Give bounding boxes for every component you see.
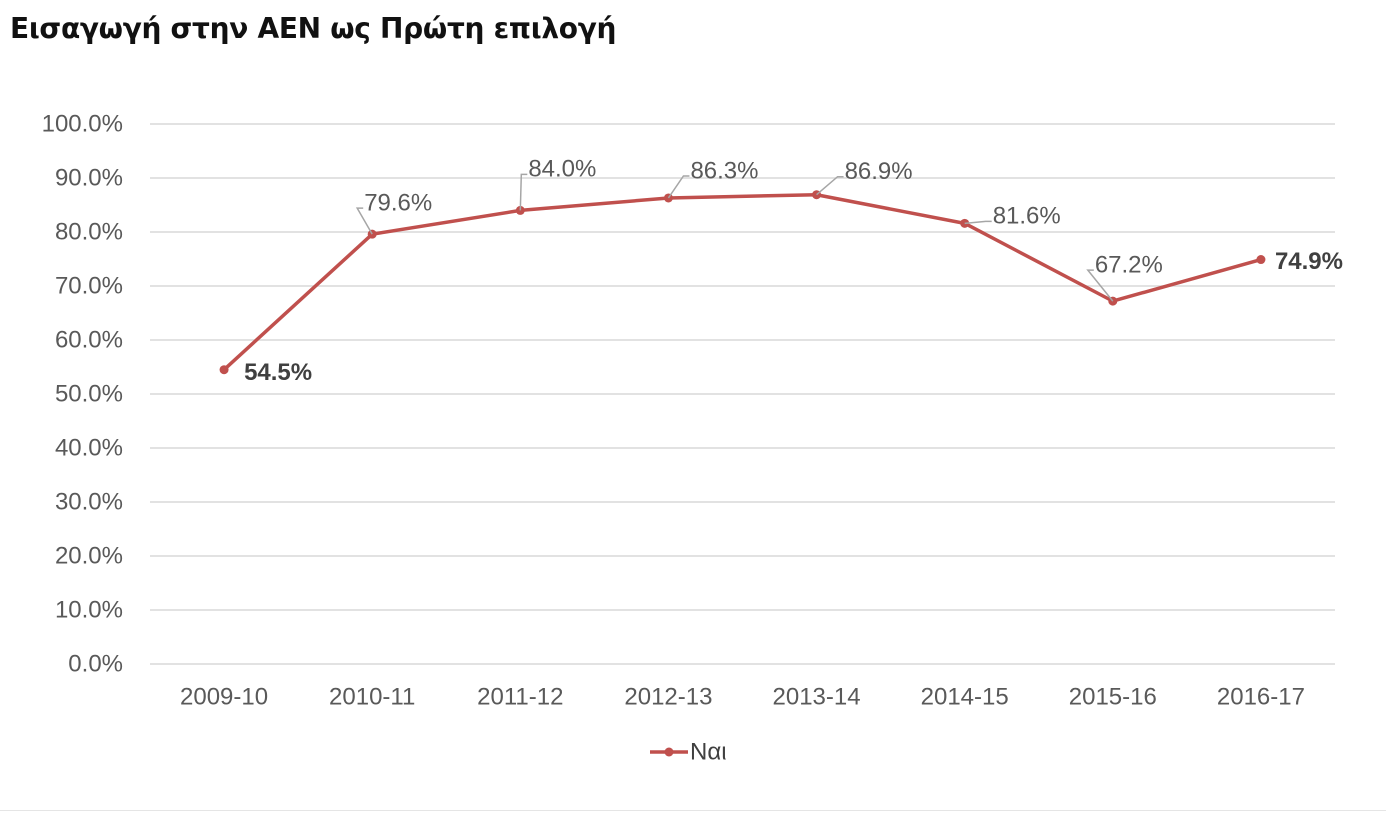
y-tick-label: 100.0% xyxy=(42,110,123,137)
label-leader-line xyxy=(519,173,528,211)
x-tick-label: 2010-11 xyxy=(329,683,415,710)
y-tick-label: 50.0% xyxy=(55,380,123,407)
x-axis-ticks: 2009-10 2010-11 2011-12 2012-13 2013-14 2014-… xyxy=(180,683,1305,710)
data-label: 86.9% xyxy=(845,158,913,185)
x-tick-label: 2012-13 xyxy=(624,683,712,710)
label-leader-line xyxy=(964,220,992,225)
y-axis-ticks: 0.0% 10.0% 20.0% 30.0% 40.0% 50.0% 60.0% 70.0% 8… xyxy=(42,110,123,677)
data-labels: 54.5% 79.6% 84.0% 86.3% 86.9% 81.6% 67.2% 74.9% xyxy=(244,156,1343,386)
label-leader-line xyxy=(1086,269,1114,302)
y-tick-label: 70.0% xyxy=(55,272,123,299)
y-tick-label: 0.0% xyxy=(68,650,123,677)
data-label: 81.6% xyxy=(993,203,1061,230)
y-tick-label: 80.0% xyxy=(55,218,123,245)
chart-title: Εισαγωγή στην ΑΕΝ ως Πρώτη επιλογή xyxy=(10,12,617,45)
y-tick-label: 30.0% xyxy=(55,488,123,515)
gridlines xyxy=(150,123,1335,665)
y-tick-label: 60.0% xyxy=(55,326,123,353)
x-tick-label: 2011-12 xyxy=(477,683,563,710)
legend-marker xyxy=(664,747,674,757)
label-leader-line xyxy=(816,175,844,196)
data-label: 74.9% xyxy=(1275,248,1343,275)
data-point xyxy=(219,365,229,375)
series-ναι xyxy=(219,190,1266,375)
y-tick-label: 90.0% xyxy=(55,164,123,191)
y-tick-label: 20.0% xyxy=(55,542,123,569)
x-tick-label: 2013-14 xyxy=(773,683,861,710)
x-tick-label: 2015-16 xyxy=(1069,683,1157,710)
legend-label: Ναι xyxy=(690,738,727,765)
data-label: 84.0% xyxy=(528,156,596,183)
label-leader-line xyxy=(355,207,373,235)
data-label: 54.5% xyxy=(244,359,312,386)
y-tick-label: 10.0% xyxy=(55,596,123,623)
x-tick-label: 2016-17 xyxy=(1217,683,1305,710)
series-line xyxy=(222,192,1262,371)
legend: Ναι xyxy=(650,738,727,765)
data-point xyxy=(1256,255,1266,265)
y-tick-label: 40.0% xyxy=(55,434,123,461)
x-tick-label: 2009-10 xyxy=(180,683,268,710)
data-label: 79.6% xyxy=(364,190,432,217)
bottom-divider xyxy=(0,810,1386,811)
label-leader-line xyxy=(667,175,690,199)
data-label: 86.3% xyxy=(690,157,758,184)
x-tick-label: 2014-15 xyxy=(921,683,1009,710)
data-label: 67.2% xyxy=(1095,251,1163,278)
